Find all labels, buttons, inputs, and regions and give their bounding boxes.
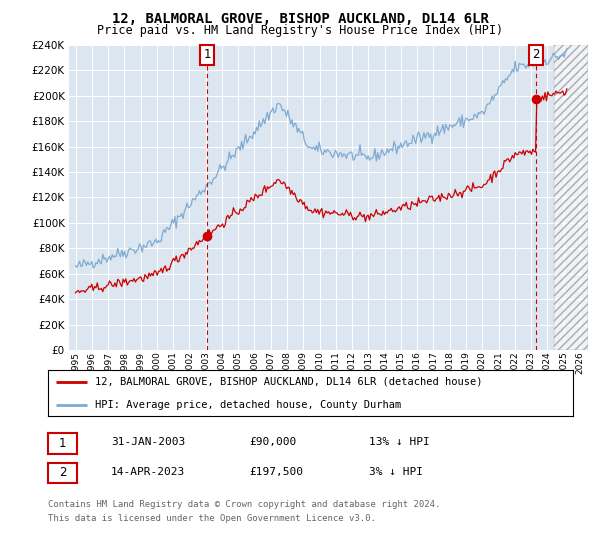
Text: 2: 2 <box>532 49 539 62</box>
Text: 13% ↓ HPI: 13% ↓ HPI <box>369 437 430 447</box>
Text: 1: 1 <box>203 49 211 62</box>
Text: This data is licensed under the Open Government Licence v3.0.: This data is licensed under the Open Gov… <box>48 514 376 522</box>
Text: 12, BALMORAL GROVE, BISHOP AUCKLAND, DL14 6LR: 12, BALMORAL GROVE, BISHOP AUCKLAND, DL1… <box>112 12 488 26</box>
Text: 31-JAN-2003: 31-JAN-2003 <box>111 437 185 447</box>
Text: Contains HM Land Registry data © Crown copyright and database right 2024.: Contains HM Land Registry data © Crown c… <box>48 500 440 509</box>
Text: £90,000: £90,000 <box>249 437 296 447</box>
Text: 3% ↓ HPI: 3% ↓ HPI <box>369 466 423 477</box>
Text: Price paid vs. HM Land Registry's House Price Index (HPI): Price paid vs. HM Land Registry's House … <box>97 24 503 37</box>
Text: £197,500: £197,500 <box>249 466 303 477</box>
Text: 1: 1 <box>59 437 66 450</box>
Text: 12, BALMORAL GROVE, BISHOP AUCKLAND, DL14 6LR (detached house): 12, BALMORAL GROVE, BISHOP AUCKLAND, DL1… <box>95 377 483 387</box>
Text: 14-APR-2023: 14-APR-2023 <box>111 466 185 477</box>
Text: HPI: Average price, detached house, County Durham: HPI: Average price, detached house, Coun… <box>95 400 401 410</box>
Text: 2: 2 <box>59 466 66 479</box>
